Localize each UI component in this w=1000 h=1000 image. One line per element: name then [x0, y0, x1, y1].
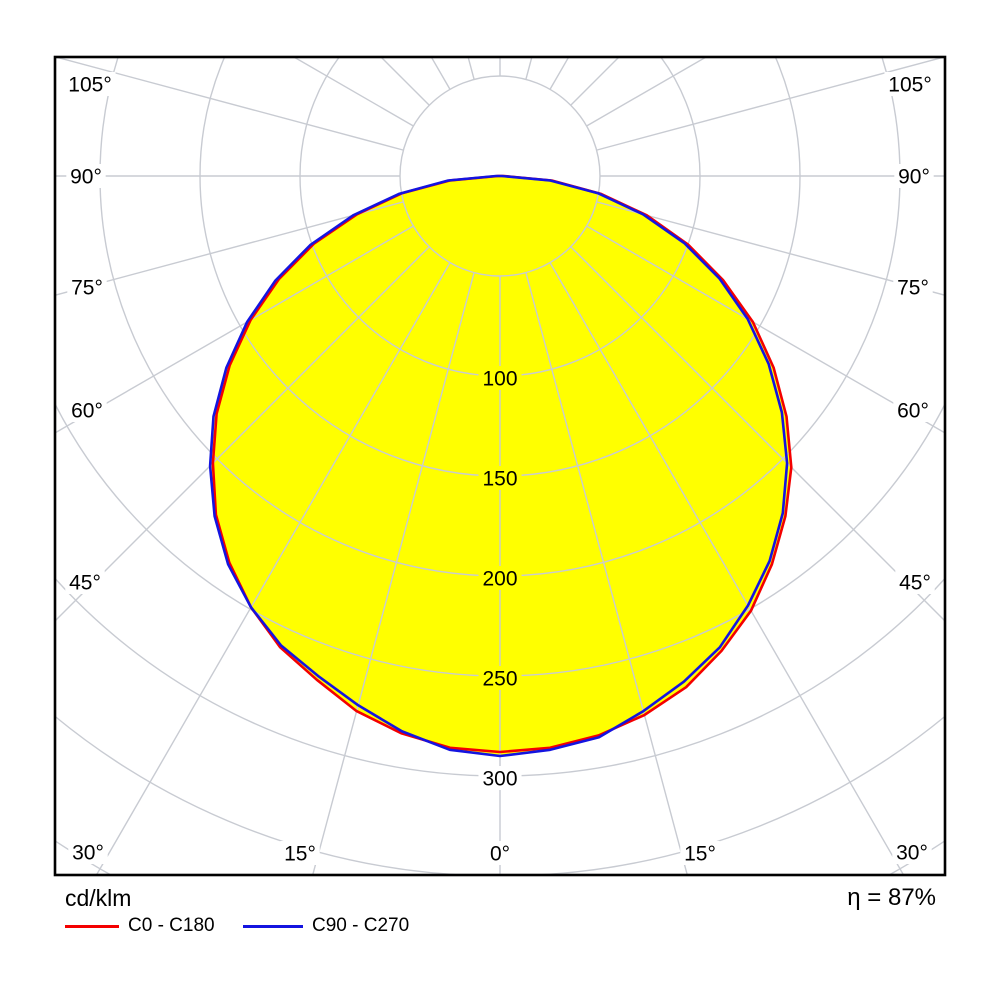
radial-tick-labels: 100 150 200 250 300: [478, 366, 522, 791]
svg-text:75°: 75°: [71, 277, 103, 300]
svg-text:105°: 105°: [68, 74, 111, 97]
svg-text:200: 200: [482, 568, 517, 591]
svg-text:0°: 0°: [490, 843, 510, 866]
svg-text:250: 250: [482, 668, 517, 691]
svg-text:15°: 15°: [284, 843, 316, 866]
legend-item-c0-c180: C0 - C180: [65, 915, 215, 937]
svg-text:45°: 45°: [899, 572, 931, 595]
units-label: cd/klm: [65, 885, 132, 911]
svg-text:15°: 15°: [684, 843, 716, 866]
plot-border: [53, 55, 947, 877]
legend-item-c90-c270: C90 - C270: [243, 915, 409, 937]
curve-c90-c270: [208, 174, 789, 758]
svg-text:90°: 90°: [898, 166, 930, 189]
legend-line-blue: [243, 924, 303, 928]
svg-text:90°: 90°: [70, 166, 102, 189]
svg-text:105°: 105°: [888, 74, 931, 97]
svg-text:30°: 30°: [896, 842, 928, 865]
angle-tick-labels: 105° 90° 75° 60° 45° 30° 105° 90° 75° 60° 45° 30° 15…: [64, 72, 936, 866]
svg-text:300: 300: [482, 768, 517, 791]
svg-text:60°: 60°: [897, 400, 929, 423]
svg-text:45°: 45°: [69, 572, 101, 595]
legend-line-red: [65, 924, 119, 928]
svg-text:75°: 75°: [897, 277, 929, 300]
svg-text:60°: 60°: [71, 400, 103, 423]
svg-text:30°: 30°: [72, 842, 104, 865]
svg-text:100: 100: [482, 368, 517, 391]
curve-c0-c180: [211, 174, 793, 754]
legend-label-c0-c180: C0 - C180: [128, 915, 215, 936]
legend-label-c90-c270: C90 - C270: [312, 915, 410, 936]
svg-text:150: 150: [482, 468, 517, 491]
efficiency-label: η = 87%: [847, 884, 936, 911]
